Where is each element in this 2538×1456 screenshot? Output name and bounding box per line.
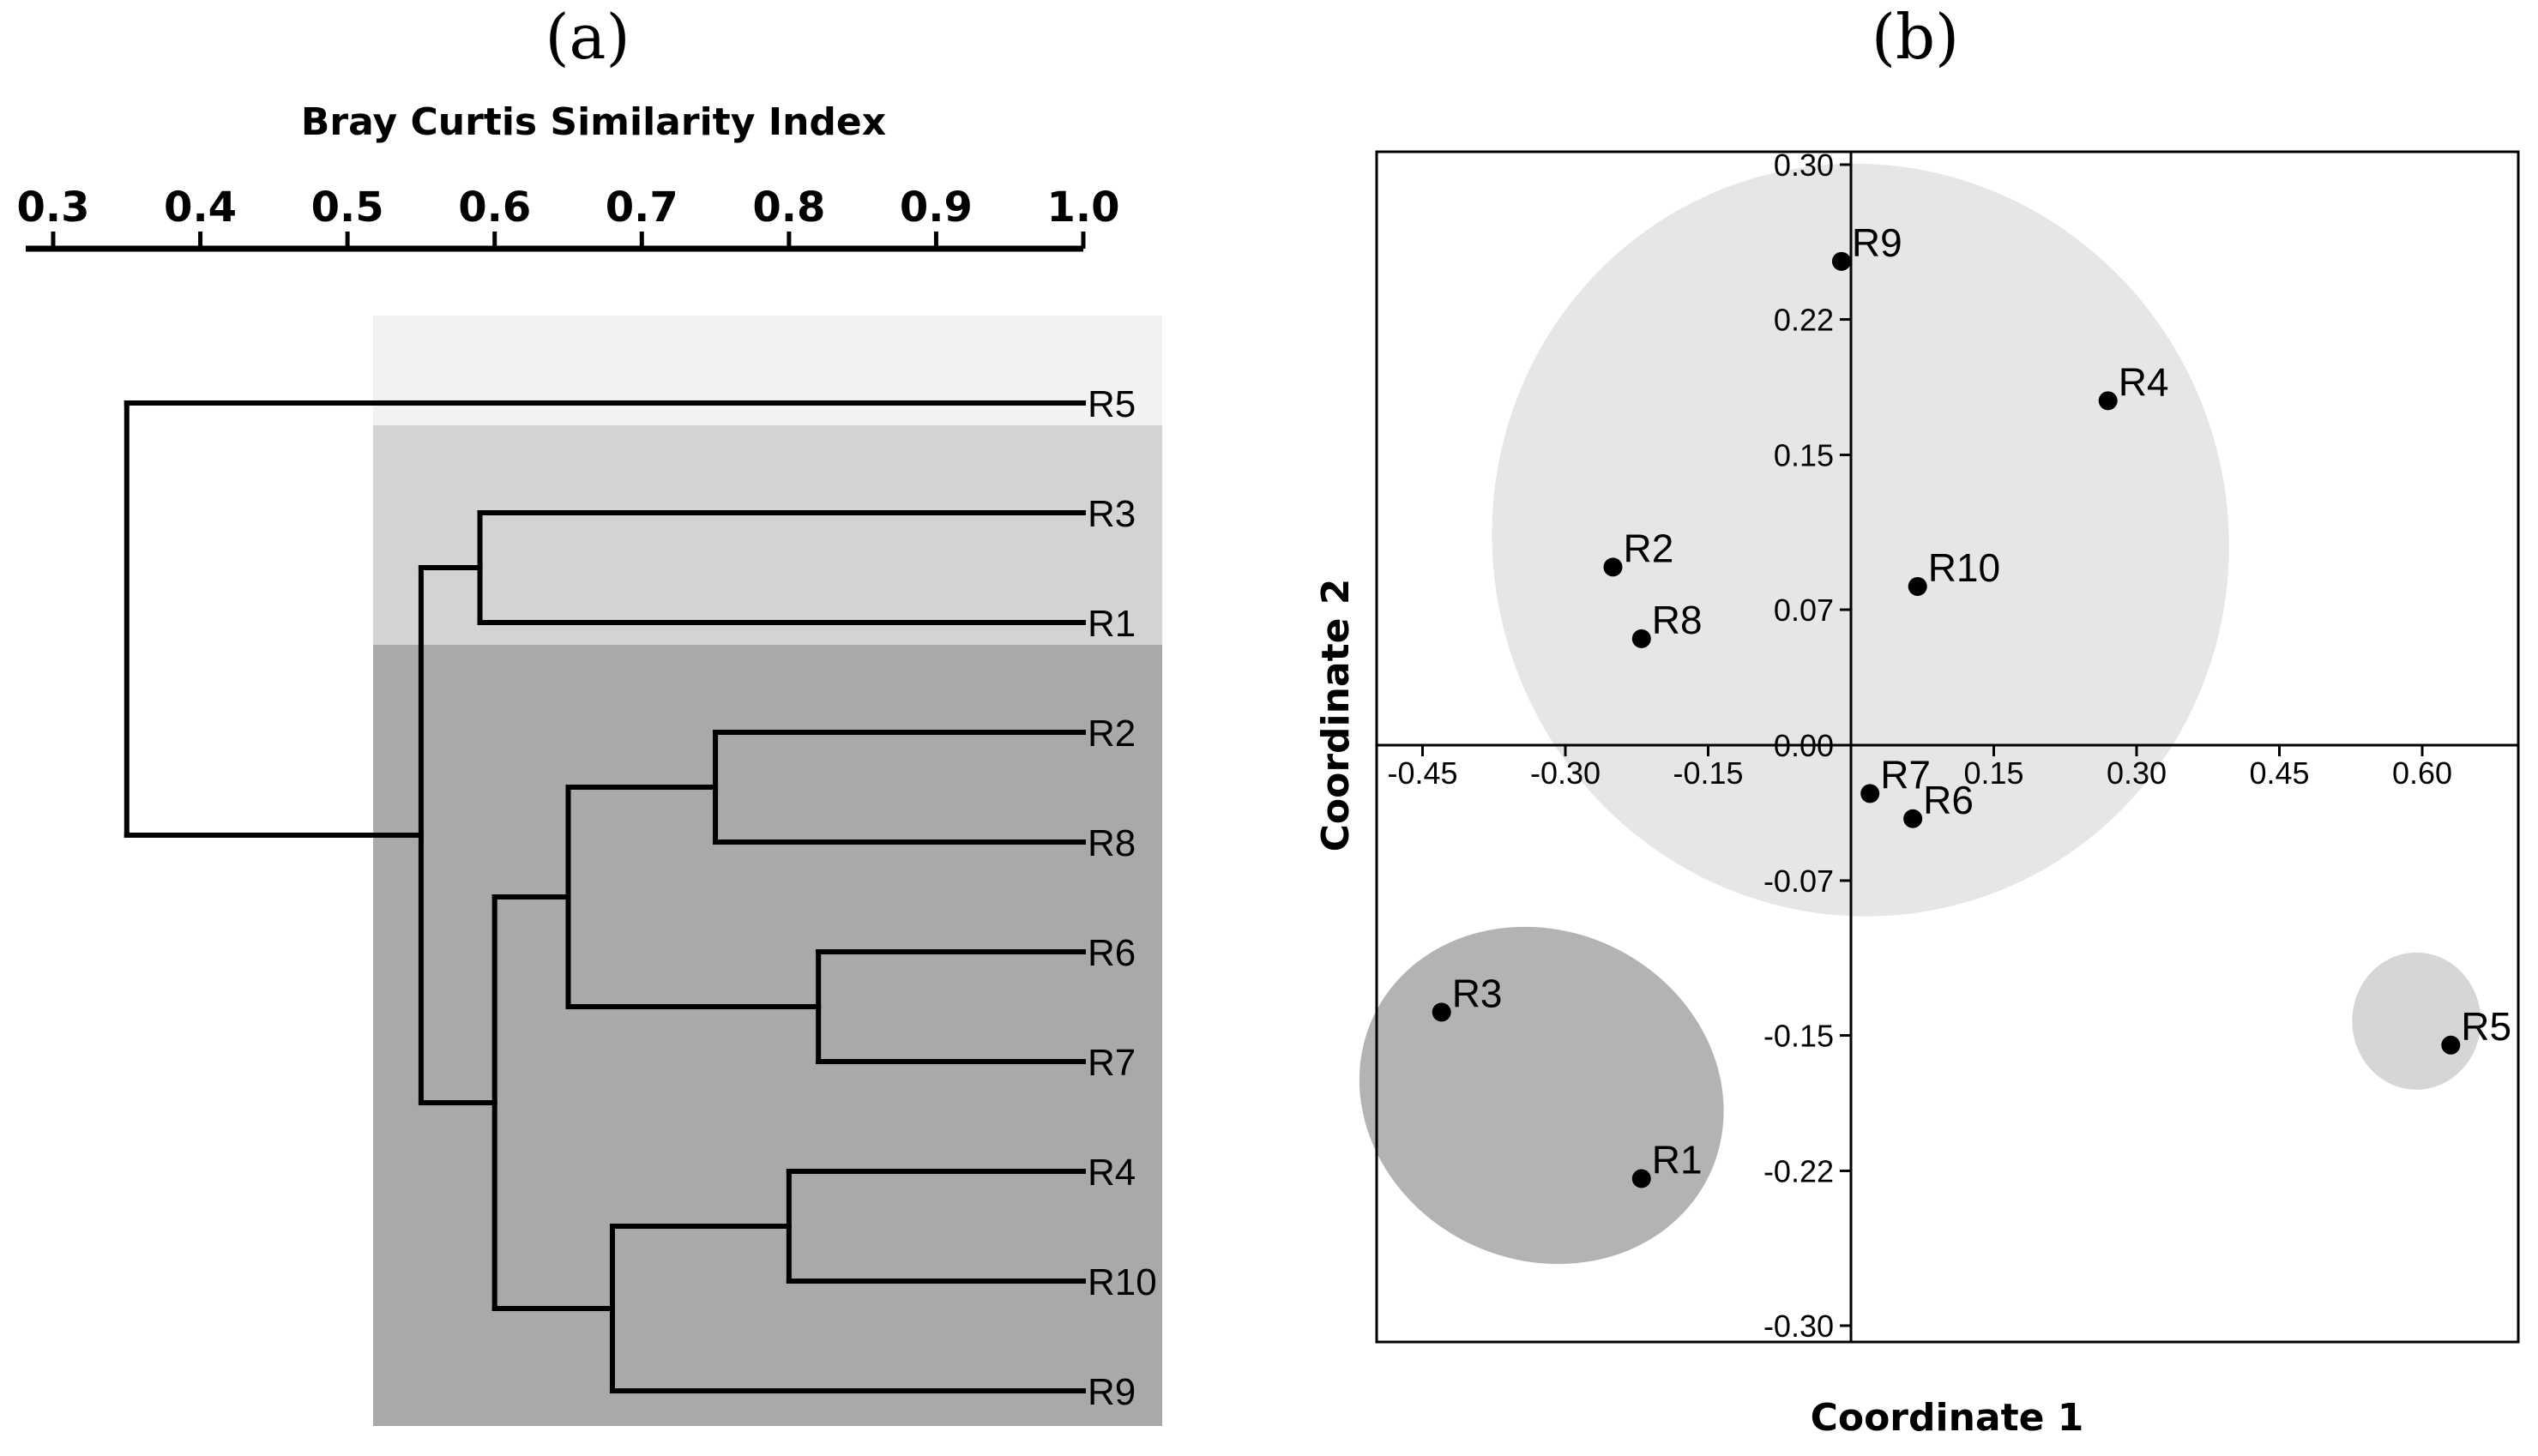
dendrogram-tick-label: 0.5 [311,184,384,232]
dendrogram-leaf-label-r9: R9 [1088,1371,1136,1413]
scatter-y-tick-label: -0.07 [1763,863,1834,899]
scatter-cluster-ellipse-3 [2352,952,2481,1090]
dendrogram-leaf-label-r7: R7 [1088,1042,1136,1084]
scatter-x-tick-label: 0.45 [2249,755,2309,791]
scatter-y-ticks: 0.30 0.22 0.15 0.07 0.00 -0.07 -0.15 -0.22 -0.30 [1763,147,1851,1344]
dendrogram-tick-label: 0.3 [16,184,89,232]
scatter-x-tick-label: -0.15 [1673,755,1743,791]
dendrogram-axis-title: Bray Curtis Similarity Index [301,100,886,144]
scatter-x-axis-title: Coordinate 1 [1811,1396,2084,1440]
dendrogram-group-band-2 [373,425,1162,658]
dendrogram-leaf-label-r4: R4 [1088,1152,1136,1194]
dendrogram-leaf-label-r2: R2 [1088,713,1136,755]
dendrogram-tick-label: 0.9 [900,184,973,232]
scatter-x-tick-label: 0.60 [2392,755,2452,791]
scatter-point-label-r4: R4 [2119,359,2169,404]
scatter-point-r3 [1432,1002,1451,1022]
scatter-y-tick-label: 0.00 [1774,728,1834,763]
scatter-point-label-r5: R5 [2461,1004,2511,1049]
scatter-point-r7 [1860,784,1880,803]
scatter-cluster-ellipse-1 [1492,163,2229,917]
scatter-x-tick-label: 0.30 [2107,755,2167,791]
dendrogram-tick-label: 0.7 [606,184,678,232]
dendrogram-leaf-label-r5: R5 [1088,383,1136,425]
scatter-point-label-r2: R2 [1624,526,1674,570]
dendrogram-tick-label: 0.8 [752,184,825,232]
scatter-point-r1 [1631,1169,1651,1188]
dendrogram-leaf-labels: R5 R3 R1 R2 R8 R6 R7 R4 R10 R9 [1088,383,1157,1413]
dendrogram-tick-label: 1.0 [1046,184,1119,232]
scatter-cluster-ellipse-2 [1359,926,1724,1265]
scatter-y-tick-label: 0.30 [1774,147,1834,183]
dendrogram-group-bands [373,316,1162,1426]
panel-b-label: (b) [1872,1,1959,73]
dendrogram-leaf-label-r1: R1 [1088,603,1136,645]
dendrogram-tick-label: 0.6 [458,184,531,232]
scatter-y-tick-label: 0.07 [1774,593,1834,628]
scatter-point-r10 [1908,576,1927,596]
scatter-point-label-r3: R3 [1452,971,1503,1015]
dendrogram-group-band-1 [373,316,1162,438]
scatter-y-tick-label: 0.22 [1774,303,1834,338]
scatter-y-tick-label: -0.30 [1763,1309,1834,1344]
scatter-point-r9 [1831,251,1851,271]
scatter-y-tick-label: -0.15 [1763,1019,1834,1054]
dendrogram-ticks: 0.3 0.4 0.5 0.6 0.7 0.8 0.9 1.0 [16,184,1120,249]
dendrogram-branches [124,400,1086,1393]
scatter-point-r4 [2098,391,2118,411]
scatter-x-tick-label: 0.15 [1963,755,2023,791]
scatter-point-label-r9: R9 [1852,220,1902,265]
dendrogram-tick-label: 0.4 [164,184,237,232]
scatter-point-r6 [1903,809,1923,828]
scatter-y-tick-label: -0.22 [1763,1153,1834,1188]
dendrogram-leaf-label-r3: R3 [1088,493,1136,535]
scatter-point-r2 [1603,557,1623,577]
scatter-x-ticks: -0.45 -0.30 -0.15 0.15 0.30 0.45 0.60 [1387,745,2452,791]
scatter-x-tick-label: -0.30 [1530,755,1601,791]
dendrogram-leaf-label-r6: R6 [1088,932,1136,974]
scatter-point-r8 [1631,629,1651,648]
scatter-point-label-r6: R6 [1923,778,1974,822]
scatter-point-r5 [2441,1035,2461,1055]
dendrogram-chart: Bray Curtis Similarity Index 0.3 0.4 0.5 0.… [16,100,1162,1426]
scatter-chart: -0.45 -0.30 -0.15 0.15 0.30 0.45 0.60 0.30 0.22… [1314,147,2520,1440]
scatter-x-tick-label: -0.45 [1387,755,1457,791]
dendrogram-leaf-label-r10: R10 [1088,1261,1157,1303]
dendrogram-group-band-3 [373,645,1162,1426]
scatter-plot-frame [1375,150,2520,1344]
panel-a-label: (a) [545,1,630,73]
scatter-y-axis-title: Coordinate 2 [1314,579,1358,852]
scatter-y-tick-label: 0.15 [1774,438,1834,473]
dendrogram-leaf-label-r8: R8 [1088,822,1136,864]
scatter-point-label-r8: R8 [1652,598,1703,642]
scatter-point-label-r7: R7 [1880,752,1931,797]
scatter-point-label-r1: R1 [1652,1137,1703,1182]
scatter-point-label-r10: R10 [1928,545,2000,590]
